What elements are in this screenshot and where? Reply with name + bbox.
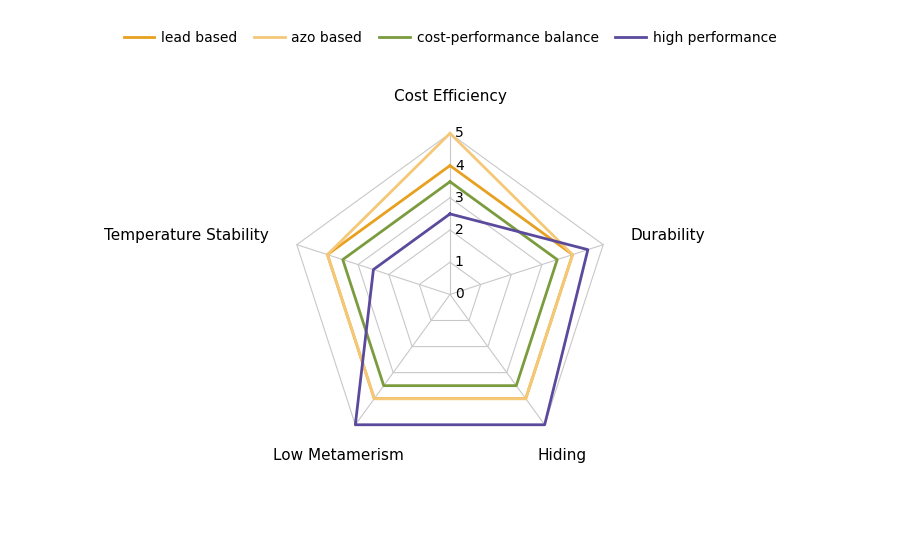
Text: Cost Efficiency: Cost Efficiency — [393, 90, 507, 104]
Text: Durability: Durability — [631, 228, 706, 243]
Text: 5: 5 — [454, 126, 464, 140]
Text: 1: 1 — [454, 255, 464, 270]
Legend: lead based, azo based, cost-performance balance, high performance: lead based, azo based, cost-performance … — [118, 25, 782, 51]
Text: Low Metamerism: Low Metamerism — [273, 448, 404, 463]
Text: 0: 0 — [454, 288, 464, 301]
Text: 4: 4 — [454, 158, 464, 173]
Text: Temperature Stability: Temperature Stability — [104, 228, 269, 243]
Text: 3: 3 — [454, 191, 464, 205]
Text: 2: 2 — [454, 223, 464, 237]
Text: Hiding: Hiding — [537, 448, 586, 463]
